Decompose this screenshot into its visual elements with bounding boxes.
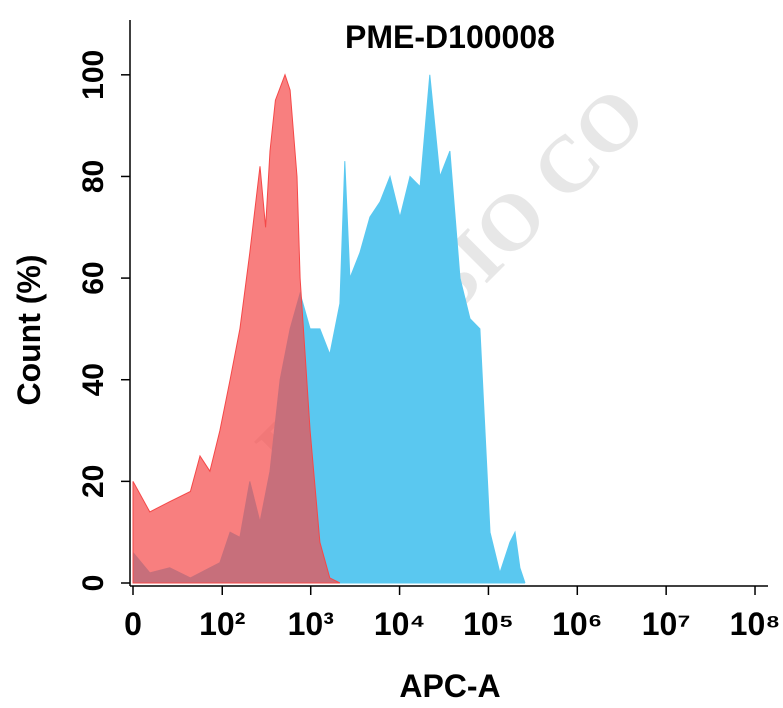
x-tick-label: 10⁸: [730, 606, 781, 642]
y-tick-label: 20: [77, 465, 110, 498]
x-tick-label: 0: [124, 606, 142, 642]
y-tick-label: 0: [77, 575, 110, 592]
x-tick-label: 10⁷: [642, 606, 691, 642]
y-tick-label: 80: [77, 160, 110, 193]
x-tick-label: 10⁶: [552, 606, 602, 642]
x-tick-label: 10²: [199, 606, 245, 642]
y-axis-title: Count (%): [11, 254, 47, 405]
x-tick-label: 10⁴: [374, 606, 425, 642]
x-tick-label: 10⁵: [463, 606, 514, 642]
x-tick-label: 10³: [288, 606, 334, 642]
chart-title: PME-D100008: [345, 19, 555, 55]
x-axis-title: APC-A: [399, 668, 500, 704]
y-tick-label: 100: [77, 50, 110, 100]
y-tick-label: 60: [77, 261, 110, 294]
histogram-area: [132, 73, 341, 584]
y-tick-label: 40: [77, 363, 110, 396]
